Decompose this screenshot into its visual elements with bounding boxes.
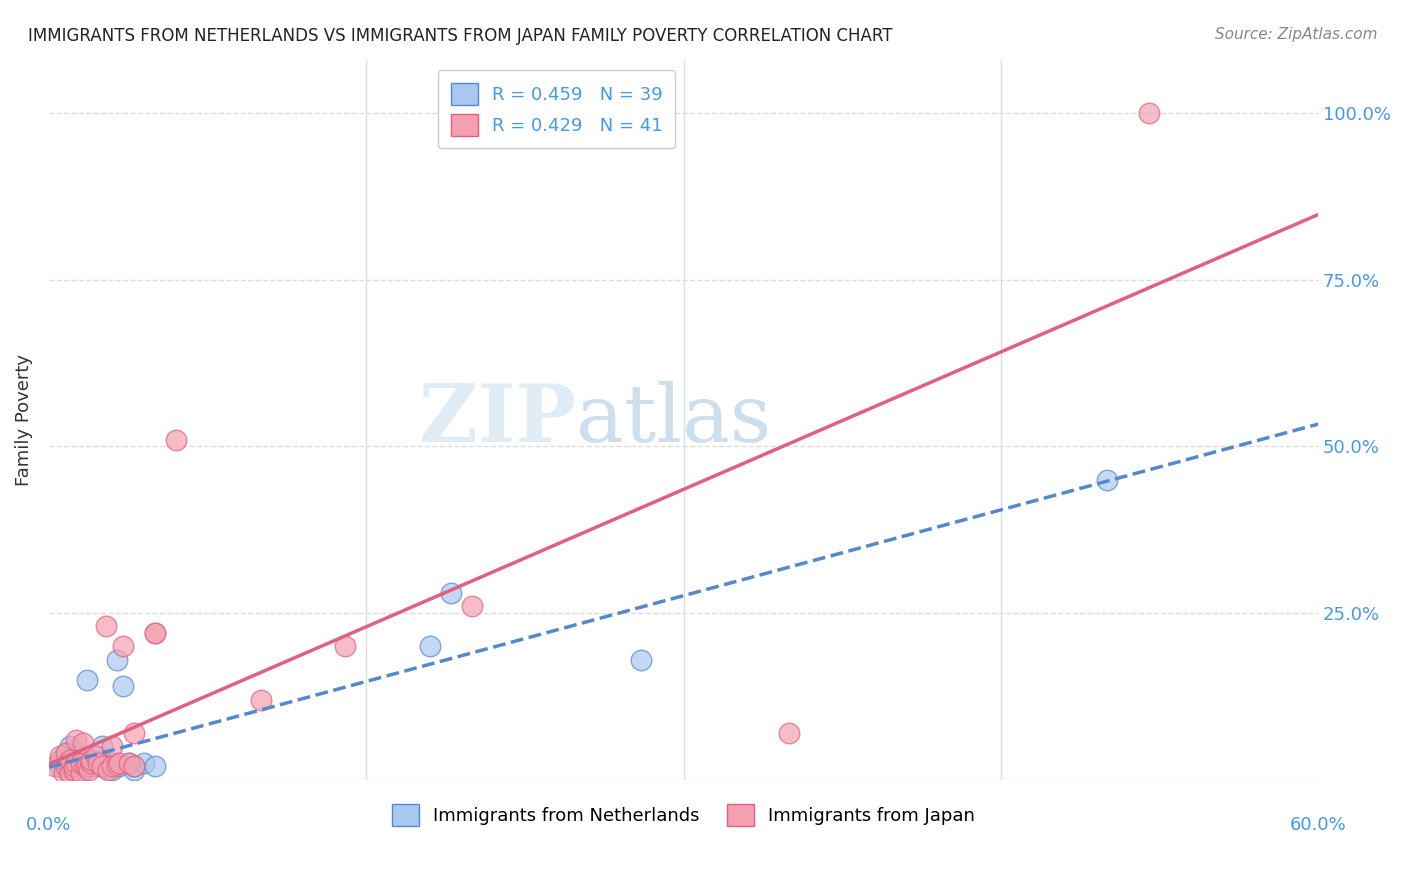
Point [90,759,112,773]
Point [107,756,129,770]
Point [56,759,79,773]
Point [419,640,441,654]
Point [69,759,91,773]
Point [90,739,112,754]
Point [59,753,82,767]
Point [143,626,166,640]
Point [69,766,91,780]
Point [333,640,356,654]
Point [52,766,75,780]
Point [97,763,120,777]
Point [105,652,128,666]
Point [111,679,134,693]
Y-axis label: Family Poverty: Family Poverty [15,353,32,485]
Point [55,746,77,760]
Point [118,756,141,770]
Point [84,749,107,764]
Point [63,766,86,780]
Point [65,749,87,764]
Text: ZIP: ZIP [419,381,575,458]
Point [80,753,103,767]
Point [118,756,141,770]
Point [111,640,134,654]
Point [80,753,103,767]
Point [122,726,145,740]
Point [65,756,87,770]
Point [90,753,112,767]
Point [86,756,108,770]
Point [134,756,156,770]
Point [65,756,87,770]
Point [1095,473,1118,487]
Point [73,759,96,773]
Point [94,619,117,633]
Point [59,739,82,754]
Legend: Immigrants from Netherlands, Immigrants from Japan: Immigrants from Netherlands, Immigrants … [382,796,984,836]
Point [55,763,77,777]
Point [440,586,463,600]
Point [77,763,100,777]
Point [56,756,79,770]
Point [84,759,107,773]
Point [44,759,66,773]
Point [72,736,94,750]
Point [55,746,77,760]
Point [80,759,103,773]
Point [101,759,124,773]
Point [165,433,187,447]
Text: Source: ZipAtlas.com: Source: ZipAtlas.com [1215,27,1378,42]
Point [122,763,145,777]
Point [73,756,96,770]
Point [59,766,82,780]
Point [101,739,124,754]
Point [48,749,70,764]
Text: 0.0%: 0.0% [27,815,72,834]
Point [101,756,124,770]
Point [69,756,91,770]
Point [48,753,70,767]
Point [59,766,82,780]
Point [461,599,484,614]
Text: 60.0%: 60.0% [1289,815,1347,834]
Point [76,759,98,773]
Text: IMMIGRANTS FROM NETHERLANDS VS IMMIGRANTS FROM JAPAN FAMILY POVERTY CORRELATION : IMMIGRANTS FROM NETHERLANDS VS IMMIGRANT… [28,27,893,45]
Point [69,766,91,780]
Point [107,759,129,773]
Point [249,692,271,706]
Point [101,763,124,777]
Point [63,759,86,773]
Point [69,763,91,777]
Point [630,652,652,666]
Point [55,756,77,770]
Point [778,726,800,740]
Point [55,759,77,773]
Point [94,761,117,775]
Point [143,626,166,640]
Point [63,759,86,773]
Point [59,753,82,767]
Point [48,759,70,773]
Point [105,758,128,772]
Point [63,763,86,777]
Point [80,756,103,770]
Point [59,759,82,773]
Point [1137,106,1160,120]
Text: atlas: atlas [575,381,770,458]
Point [76,673,98,687]
Point [143,759,166,773]
Point [122,759,145,773]
Point [65,732,87,747]
Point [122,759,145,773]
